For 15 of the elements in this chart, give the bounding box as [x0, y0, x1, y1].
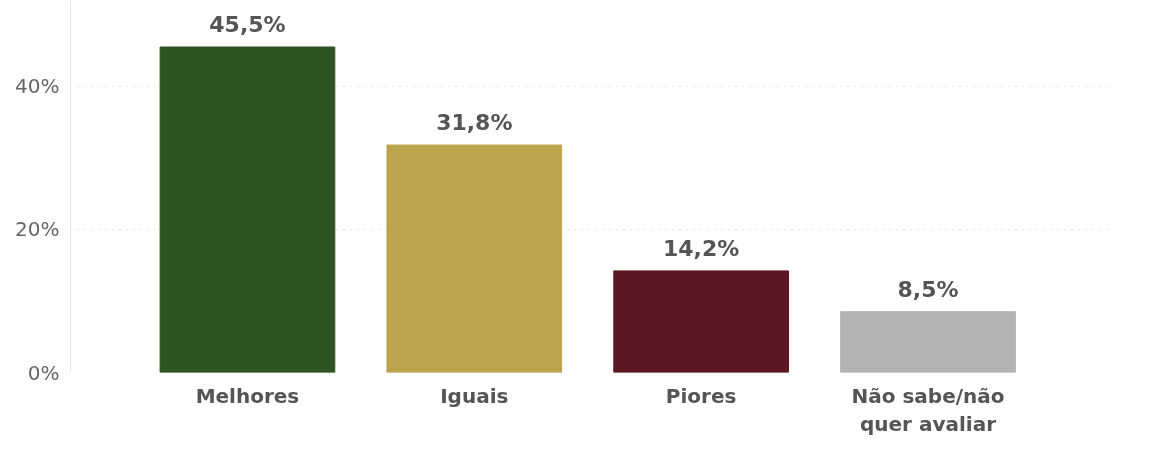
- bar: [613, 270, 789, 373]
- data-label: 31,8%: [436, 110, 513, 136]
- data-label: 14,2%: [663, 235, 740, 261]
- data-label: 8,5%: [897, 276, 959, 302]
- x-tick-label: Não sabe/não quer avaliar: [851, 383, 1005, 437]
- x-tick-label: Melhores: [195, 383, 300, 408]
- x-tick-label: Piores: [665, 383, 737, 408]
- y-tick-label: 40%: [15, 74, 60, 99]
- bar: [159, 46, 336, 373]
- y-tick-label: 0%: [27, 360, 60, 385]
- x-tick-label: Iguais: [440, 383, 509, 408]
- y-tick-label: 20%: [15, 217, 60, 242]
- data-label: 45,5%: [209, 12, 286, 37]
- bar: [840, 311, 1016, 373]
- bar: [386, 144, 563, 373]
